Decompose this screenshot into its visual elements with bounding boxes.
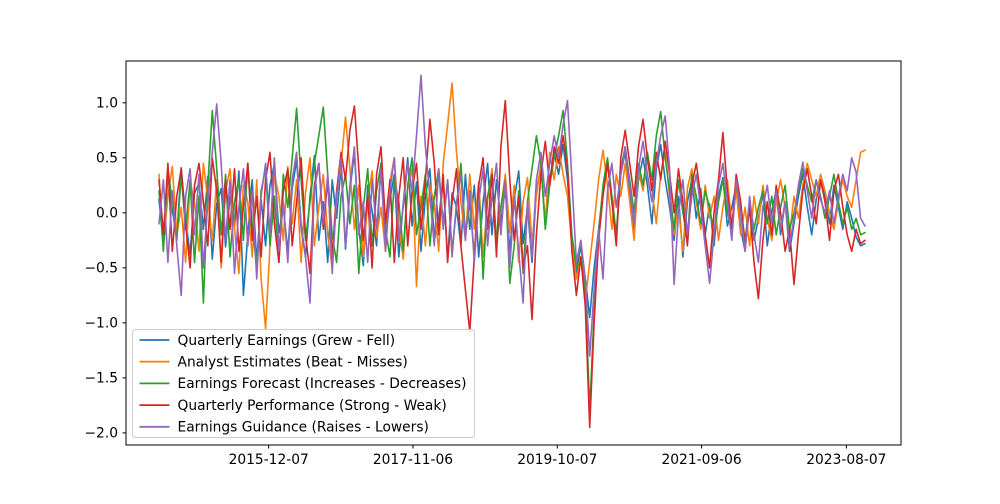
x-tick-label: 2017-11-06: [373, 452, 453, 468]
y-tick-label: −0.5: [84, 261, 118, 277]
x-tick-label: 2015-12-07: [229, 452, 309, 468]
x-tick-label: 2021-09-06: [662, 452, 742, 468]
legend-entry-2: Earnings Forecast (Increases - Decreases…: [178, 376, 467, 392]
y-tick-label: −1.5: [84, 371, 118, 387]
legend: Quarterly Earnings (Grew - Fell) Analyst …: [132, 329, 475, 438]
legend-entry-4: Earnings Guidance (Raises - Lowers): [178, 420, 429, 436]
series-line-4: [158, 74, 866, 357]
y-axis: 1.0 0.5 0.0 −0.5 −1.0 −1.5 −2.0: [84, 96, 126, 442]
x-axis: 2015-12-07 2017-11-06 2019-10-07 2021-09-06…: [229, 445, 886, 468]
legend-entry-3: Quarterly Performance (Strong - Weak): [178, 398, 447, 414]
legend-entry-1: Analyst Estimates (Beat - Misses): [178, 355, 408, 371]
x-tick-label: 2023-08-07: [806, 452, 886, 468]
legend-box: [132, 329, 475, 438]
series-lines: [158, 74, 866, 429]
y-tick-label: −2.0: [84, 426, 118, 442]
legend-entry-0: Quarterly Earnings (Grew - Fell): [178, 333, 396, 349]
y-tick-label: 0.0: [96, 206, 118, 222]
y-tick-label: 1.0: [96, 96, 118, 112]
x-tick-label: 2019-10-07: [517, 452, 597, 468]
y-tick-label: −1.0: [84, 316, 118, 332]
plot-frame: [125, 60, 902, 446]
y-tick-label: 0.5: [96, 151, 118, 167]
plot-border: [125, 60, 902, 446]
